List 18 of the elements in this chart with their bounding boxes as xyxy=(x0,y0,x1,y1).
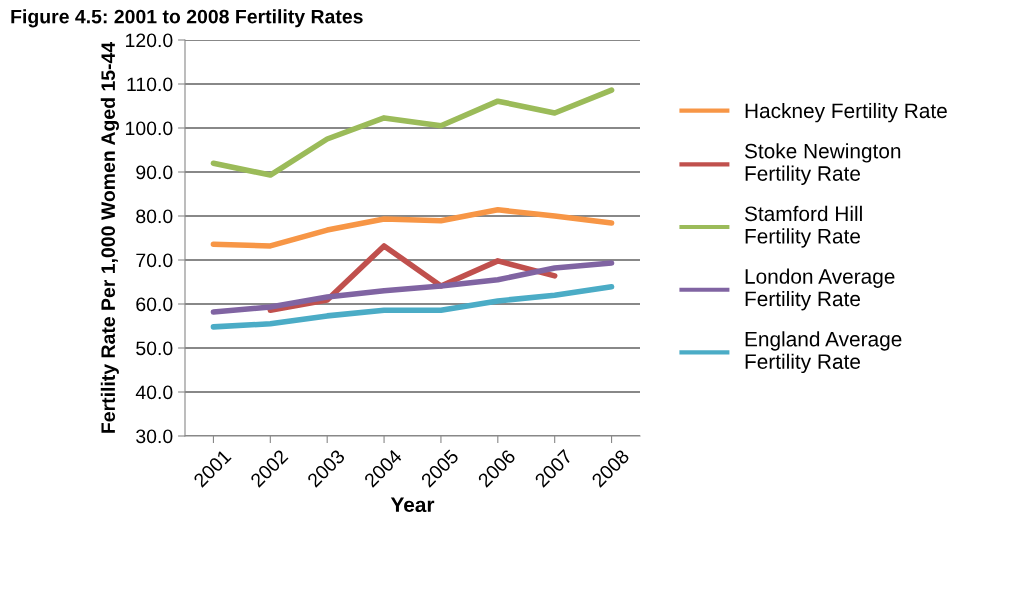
y-tick-label: 100.0 xyxy=(126,121,173,136)
y-tick-label: 40.0 xyxy=(135,385,173,400)
y-tick-label: 110.0 xyxy=(127,77,173,92)
y-tick-label: 50.0 xyxy=(136,341,173,356)
y-axis-title: Fertility Rate Per 1,000 Women Aged 15-44 xyxy=(100,41,119,433)
x-axis-title: Year xyxy=(390,497,435,513)
y-tick-label: 120.0 xyxy=(126,33,173,48)
legend-label: England Average Fertility Rate xyxy=(745,331,902,374)
legend-label: London Average Fertility Rate xyxy=(745,268,895,311)
y-tick-label: 60.0 xyxy=(136,297,173,312)
legend-label: Stoke Newington Fertility Rate xyxy=(744,143,901,186)
legend-label: Stamford Hill Fertility Rate xyxy=(744,205,862,248)
chart-title: Figure 4.5: 2001 to 2008 Fertility Rates xyxy=(11,9,363,28)
y-tick-label: 90.0 xyxy=(136,165,173,180)
y-tick-label: 70.0 xyxy=(136,253,173,268)
y-tick-label: 80.0 xyxy=(136,209,173,224)
legend-label: Hackney Fertility Rate xyxy=(745,102,947,123)
y-tick-label: 30.0 xyxy=(136,429,173,444)
